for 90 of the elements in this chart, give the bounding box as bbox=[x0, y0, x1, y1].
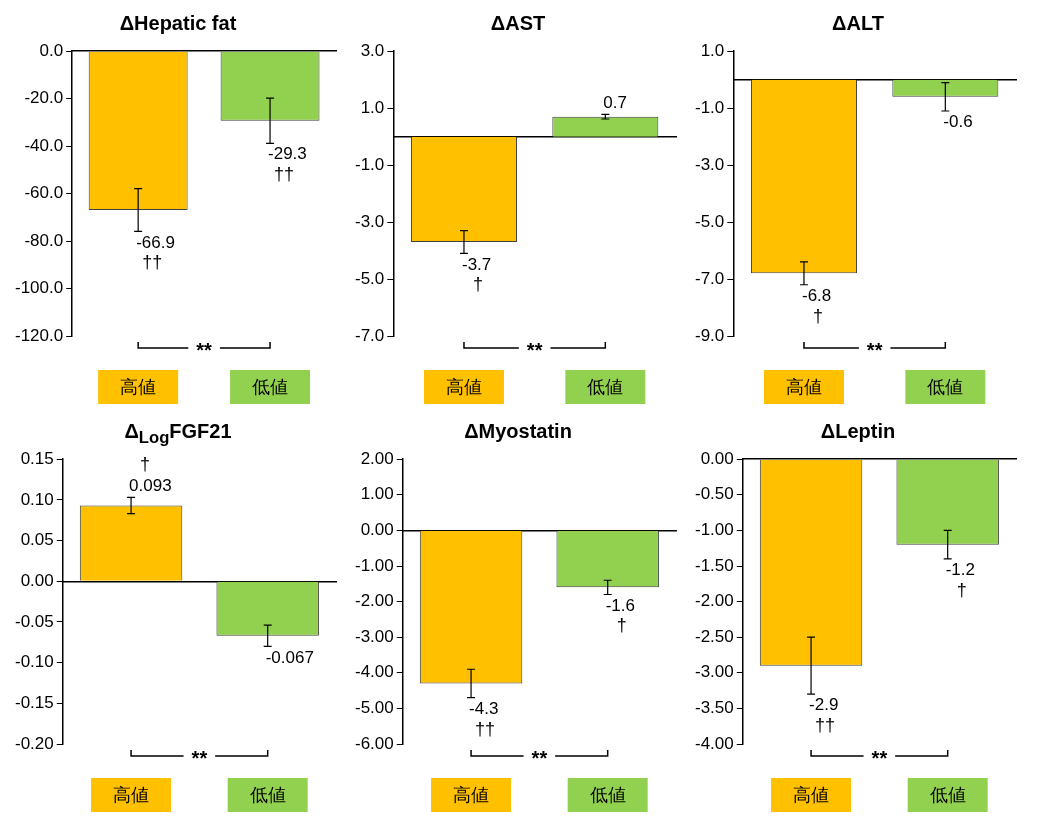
y-tick-label: -0.15 bbox=[15, 693, 54, 712]
data-label: -0.067 bbox=[265, 647, 314, 667]
y-tick-label: -5.00 bbox=[355, 698, 394, 718]
y-tick-label: 1.0 bbox=[700, 40, 725, 60]
annotation: † bbox=[472, 274, 483, 295]
y-tick-label: -60.0 bbox=[24, 183, 64, 203]
y-tick-label: -9.0 bbox=[695, 325, 725, 345]
data-label: -2.9 bbox=[809, 695, 839, 715]
y-tick-label: -7.0 bbox=[695, 268, 725, 288]
y-tick-label: -2.00 bbox=[355, 591, 394, 611]
y-tick-label: -3.50 bbox=[695, 698, 734, 718]
x-tick-label: 低値 bbox=[587, 376, 624, 397]
y-tick-label: -2.50 bbox=[695, 626, 734, 646]
annotation: †† bbox=[142, 252, 163, 273]
y-tick-label: -1.0 bbox=[695, 97, 725, 117]
y-tick-label: 0.15 bbox=[20, 448, 54, 468]
data-label: -3.7 bbox=[461, 254, 492, 274]
y-tick-label: -120.0 bbox=[15, 325, 64, 345]
data-label: -4.3 bbox=[469, 698, 499, 718]
y-tick-label: 0.00 bbox=[20, 570, 54, 590]
x-tick-label: 高値 bbox=[120, 376, 157, 397]
y-tick-label: -1.00 bbox=[355, 555, 394, 575]
x-tick-label: 低値 bbox=[252, 376, 289, 397]
y-tick-label: -0.05 bbox=[15, 611, 54, 631]
data-label: -1.6 bbox=[605, 595, 635, 615]
y-tick-label: 1.0 bbox=[360, 97, 385, 117]
data-label: -1.2 bbox=[945, 560, 975, 580]
y-tick-label: 1.00 bbox=[360, 484, 394, 504]
data-label: -29.3 bbox=[268, 144, 307, 164]
y-tick-label: 0.0 bbox=[39, 40, 64, 60]
y-tick-label: 3.0 bbox=[360, 40, 385, 60]
y-tick-label: -4.00 bbox=[355, 662, 394, 682]
x-tick-label: 低値 bbox=[589, 784, 626, 805]
y-tick-label: -20.0 bbox=[24, 88, 64, 108]
x-tick-label: 高値 bbox=[785, 376, 822, 397]
y-tick-label: -40.0 bbox=[24, 135, 64, 155]
y-tick-label: 0.00 bbox=[700, 448, 734, 468]
chart-title: ΔHepatic fat bbox=[118, 11, 238, 36]
text: ** bbox=[871, 746, 888, 769]
annotation: † bbox=[956, 579, 967, 600]
y-tick-label: -1.0 bbox=[355, 154, 385, 174]
y-tick-label: -3.00 bbox=[695, 662, 734, 682]
y-tick-label: -3.00 bbox=[355, 626, 394, 646]
annotation: † bbox=[616, 615, 627, 636]
chart-title: ΔALT bbox=[831, 11, 885, 36]
chart-title: ΔAST bbox=[489, 11, 547, 36]
y-tick-label: -0.50 bbox=[695, 484, 734, 504]
y-tick-label: -80.0 bbox=[24, 230, 64, 250]
x-tick-label: 低値 bbox=[929, 784, 966, 805]
x-tick-label: 高値 bbox=[453, 784, 490, 805]
text: ** bbox=[531, 746, 548, 769]
y-tick-label: 0.00 bbox=[360, 520, 394, 540]
y-tick-label: -2.00 bbox=[695, 591, 734, 611]
data-label: -0.6 bbox=[943, 112, 973, 132]
y-tick-label: -1.50 bbox=[695, 555, 734, 575]
x-tick-label: 高値 bbox=[793, 784, 830, 805]
text: ** bbox=[526, 338, 543, 361]
y-tick-label: -6.00 bbox=[355, 733, 394, 753]
y-tick-label: -100.0 bbox=[15, 278, 64, 298]
y-tick-label: 2.00 bbox=[360, 448, 394, 468]
data-label: -66.9 bbox=[136, 232, 175, 252]
data-label: -6.8 bbox=[801, 285, 832, 305]
annotation: †† bbox=[475, 718, 496, 739]
y-tick-label: -7.0 bbox=[355, 325, 385, 345]
annotation: † bbox=[812, 305, 823, 326]
data-label: 0.093 bbox=[129, 475, 172, 495]
y-tick-label: 0.05 bbox=[20, 530, 54, 550]
x-tick-label: 高値 bbox=[113, 784, 150, 805]
y-tick-label: -0.20 bbox=[15, 733, 54, 753]
y-tick-label: -4.00 bbox=[695, 733, 734, 753]
y-tick-label: 0.10 bbox=[20, 489, 54, 509]
annotation: †† bbox=[274, 164, 295, 185]
y-tick-label: -1.00 bbox=[695, 520, 734, 540]
y-tick-label: -3.0 bbox=[695, 154, 725, 174]
y-tick-label: -0.10 bbox=[15, 652, 54, 672]
annotation: † bbox=[140, 454, 151, 475]
chart-title: Δ$_{Log}$FGF21 bbox=[123, 419, 233, 447]
y-tick-label: -5.0 bbox=[695, 211, 725, 231]
data-label: 0.7 bbox=[603, 92, 627, 112]
annotation: †† bbox=[815, 715, 836, 736]
chart-title: ΔMyostatin bbox=[463, 419, 573, 444]
x-tick-label: 高値 bbox=[445, 376, 482, 397]
text: ** bbox=[191, 746, 208, 769]
text: ** bbox=[196, 338, 213, 361]
y-tick-label: -5.0 bbox=[355, 268, 385, 288]
x-tick-label: 低値 bbox=[927, 376, 964, 397]
chart-title: ΔLeptin bbox=[819, 419, 897, 444]
x-tick-label: 低値 bbox=[249, 784, 286, 805]
y-tick-label: -3.0 bbox=[355, 211, 385, 231]
text: ** bbox=[866, 338, 883, 361]
